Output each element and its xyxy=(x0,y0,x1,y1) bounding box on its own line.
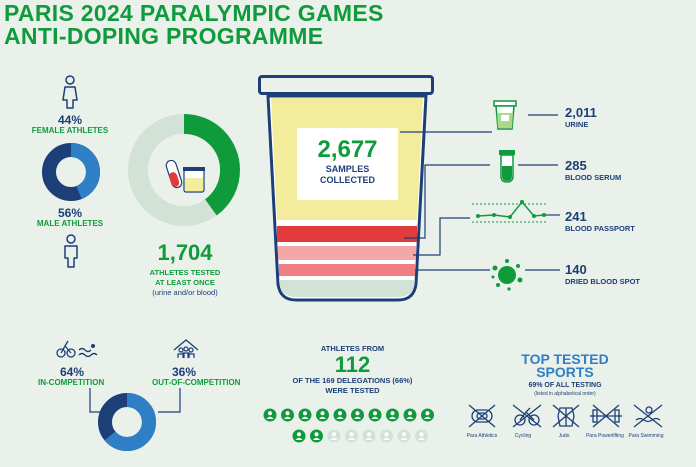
delegation-icon xyxy=(415,429,428,443)
delegations-caption: OF THE 169 DELEGATIONS (66%) WERE TESTED xyxy=(270,376,435,396)
out-competition-pct: 36% xyxy=(172,365,197,379)
delegation-icon xyxy=(281,408,294,422)
sample-serum-value: 285 xyxy=(565,158,587,173)
connector-lines xyxy=(400,114,560,271)
sample-urine-label: URINE xyxy=(565,120,589,129)
sample-dbs-value: 140 xyxy=(565,262,587,277)
gender-donut xyxy=(42,143,100,201)
line-graph-icon xyxy=(472,200,547,223)
delegation-icon xyxy=(397,429,411,443)
athletes-tested-line-3: (urine and/or blood) xyxy=(152,288,218,297)
in-competition-label: IN-COMPETITION xyxy=(38,378,105,387)
sample-dbs-label: DRIED BLOOD SPOT xyxy=(565,277,641,286)
para-athletics-icon xyxy=(468,404,496,428)
top-sports-title: TOP TESTED SPORTS xyxy=(505,351,625,380)
test-tube-icon xyxy=(499,150,515,183)
sample-blood-passport: 241 BLOOD PASSPORT xyxy=(565,209,635,233)
athletes-tested-line-1: ATHLETES TESTED xyxy=(149,268,221,277)
sport-label-para-swimming: Para Swimming xyxy=(628,433,664,439)
female-label: FEMALE ATHLETES xyxy=(31,126,109,135)
sport-label-cycling: Cycling xyxy=(514,433,532,439)
delegation-icon xyxy=(327,429,341,443)
delegation-icon xyxy=(380,429,393,443)
athletes-tested-arc xyxy=(128,114,240,226)
title-line-2: ANTI-DOPING PROGRAMME xyxy=(4,23,324,49)
female-athlete-icon xyxy=(62,75,78,109)
delegation-icon xyxy=(403,408,417,422)
triathlon-icon xyxy=(56,340,98,358)
delegation-icon xyxy=(316,408,329,422)
cycling-icon xyxy=(512,404,542,428)
title-line-1: PARIS 2024 PARALYMPIC GAMES xyxy=(4,0,384,26)
athletes-tested-caption: ATHLETES TESTED AT LEAST ONCE (urine and… xyxy=(120,268,250,298)
male-label: MALE ATHLETES xyxy=(36,219,104,228)
delegation-icon xyxy=(386,408,399,422)
male-pct: 56% xyxy=(57,206,83,220)
house-icon xyxy=(173,339,199,358)
athletes-tested-line-2: AT LEAST ONCE xyxy=(155,278,215,287)
delegation-icon xyxy=(351,408,364,422)
top-sports-title-1: TOP TESTED xyxy=(521,351,609,367)
delegation-icon xyxy=(362,429,376,443)
samples-line-2: COLLECTED xyxy=(320,175,375,185)
delegations-line-2: WERE TESTED xyxy=(325,386,380,395)
sample-serum-label: BLOOD SERUM xyxy=(565,173,622,182)
sample-dried-blood-spot: 140 DRIED BLOOD SPOT xyxy=(565,262,640,286)
in-competition-arc xyxy=(98,393,156,451)
delegation-icon xyxy=(421,408,434,422)
para-swimming-icon xyxy=(633,404,663,428)
sample-passport-value: 241 xyxy=(565,209,587,224)
female-pct: 44% xyxy=(57,113,83,127)
delegation-icon xyxy=(368,408,382,422)
sample-blood-serum: 285 BLOOD SERUM xyxy=(565,158,621,182)
sample-urine-value: 2,011 xyxy=(565,105,597,120)
judo-icon xyxy=(552,404,580,428)
samples-count: 2,677 xyxy=(317,136,378,163)
sport-label-para-athletics: Para Athletics xyxy=(466,433,498,439)
delegation-icon xyxy=(345,429,358,443)
delegations-icon-grid xyxy=(263,408,434,443)
delegations-line-1: OF THE 169 DELEGATIONS (66%) xyxy=(292,376,413,385)
delegations-label-top: ATHLETES FROM xyxy=(320,344,385,353)
competition-donut xyxy=(98,393,156,451)
urine-cup-icon xyxy=(493,100,517,130)
athletes-tested-count: 1,704 xyxy=(157,240,213,265)
delegation-icon xyxy=(263,408,277,422)
out-competition-label: OUT-OF-COMPETITION xyxy=(152,378,241,387)
delegation-icon xyxy=(292,429,306,443)
athletes-tested-donut xyxy=(128,114,240,226)
page-title: PARIS 2024 PARALYMPIC GAMES ANTI-DOPING … xyxy=(4,2,384,48)
samples-line-1: SAMPLES xyxy=(325,164,370,174)
cup-lid xyxy=(258,75,434,95)
in-competition-pct: 64% xyxy=(60,365,85,379)
sport-label-judo: Judo xyxy=(558,433,570,439)
blood-spot-icon xyxy=(491,259,523,291)
sample-tubes-icon xyxy=(165,159,205,193)
delegations-count: 112 xyxy=(334,352,371,377)
top-sports-subtitle: 69% OF ALL TESTING xyxy=(528,382,602,389)
male-athlete-icon xyxy=(64,234,78,268)
delegation-icon xyxy=(333,408,347,422)
sport-label-para-powerlifting: Para Powerlifting xyxy=(586,433,624,439)
delegation-icon xyxy=(310,429,323,443)
top-sports-title-2: SPORTS xyxy=(536,364,594,380)
sample-urine: 2,011 URINE xyxy=(565,105,597,129)
sample-passport-label: BLOOD PASSPORT xyxy=(565,224,635,233)
sport-icons xyxy=(468,404,663,428)
female-arc xyxy=(42,143,100,201)
para-powerlifting-icon xyxy=(590,404,622,428)
top-sports-note: (listed in alphabetical order) xyxy=(534,391,596,397)
samples-box: 2,677 SAMPLES COLLECTED xyxy=(297,128,398,200)
delegation-icon xyxy=(298,408,312,422)
